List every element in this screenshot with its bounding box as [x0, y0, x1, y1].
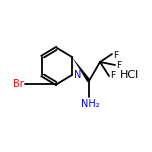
Text: F: F: [110, 71, 115, 79]
Text: HCl: HCl: [120, 70, 139, 80]
Text: Br: Br: [13, 79, 24, 89]
Text: N: N: [74, 70, 81, 80]
Polygon shape: [72, 57, 91, 82]
Text: F: F: [116, 60, 121, 69]
Text: F: F: [113, 50, 118, 59]
Text: NH₂: NH₂: [81, 99, 99, 109]
